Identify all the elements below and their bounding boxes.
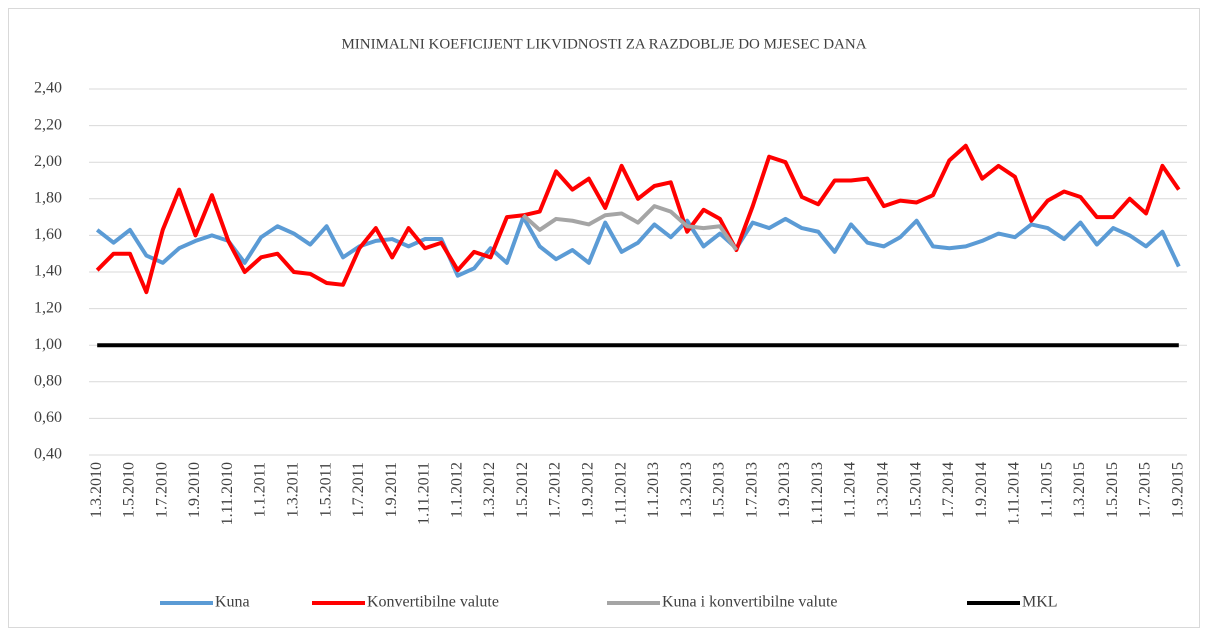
x-tick-label: 1.7.2010 [153,462,170,518]
y-tick-label: 2,00 [34,153,62,170]
x-tick-label: 1.11.2011 [416,462,433,525]
legend-label: Kuna i konvertibilne valute [662,594,838,611]
x-tick-label: 1.9.2011 [383,462,400,517]
chart-title: MINIMALNI KOEFICIJENT LIKVIDNOSTI ZA RAZ… [341,36,866,52]
x-tick-label: 1.9.2013 [776,462,793,518]
x-tick-label: 1.9.2015 [1169,462,1186,518]
series-line [521,204,738,252]
legend-label: Konvertibilne valute [367,594,499,611]
x-tick-label: 1.3.2015 [1071,462,1088,518]
x-tick-label: 1.7.2011 [350,462,367,517]
x-tick-label: 1.9.2012 [580,462,597,518]
legend-label: Kuna [215,594,250,611]
y-tick-label: 0,80 [34,372,62,389]
x-tick-label: 1.5.2013 [711,462,728,518]
x-tick-label: 1.5.2010 [121,462,138,518]
x-tick-label: 1.1.2013 [645,462,662,518]
y-tick-label: 2,20 [34,116,62,133]
x-tick-label: 1.3.2011 [285,462,302,517]
x-tick-label: 1.5.2012 [514,462,531,518]
y-tick-label: 1,60 [34,226,62,243]
x-tick-label: 1.3.2012 [481,462,498,518]
y-tick-label: 1,00 [34,336,62,353]
y-tick-label: 1,20 [34,299,62,316]
x-tick-label: 1.1.2015 [1038,462,1055,518]
y-tick-label: 2,40 [34,80,62,97]
x-tick-label: 1.9.2010 [186,462,203,518]
x-tick-label: 1.11.2013 [809,462,826,525]
x-tick-label: 1.7.2014 [940,462,957,518]
x-tick-label: 1.11.2010 [219,462,236,525]
x-tick-label: 1.11.2014 [1006,462,1023,525]
x-tick-label: 1.3.2014 [874,462,891,518]
x-tick-label: 1.11.2012 [612,462,629,525]
x-tick-label: 1.3.2013 [678,462,695,518]
x-tick-label: 1.9.2014 [973,462,990,518]
y-tick-label: 1,40 [34,263,62,280]
legend-label: MKL [1022,594,1058,611]
x-tick-label: 1.1.2012 [448,462,465,518]
x-tick-label: 1.1.2011 [252,462,269,517]
y-tick-label: 0,60 [34,409,62,426]
x-tick-label: 1.5.2014 [907,462,924,518]
y-tick-label: 1,80 [34,189,62,206]
x-tick-label: 1.3.2010 [88,462,105,518]
x-tick-label: 1.7.2012 [547,462,564,518]
x-tick-label: 1.1.2014 [842,462,859,518]
series-line [95,215,1181,278]
x-tick-label: 1.7.2015 [1137,462,1154,518]
chart-frame [8,8,1200,628]
x-tick-label: 1.7.2013 [743,462,760,518]
y-tick-label: 0,40 [34,446,62,463]
series-line [95,143,1181,295]
x-tick-label: 1.5.2011 [317,462,334,517]
x-tick-label: 1.5.2015 [1104,462,1121,518]
